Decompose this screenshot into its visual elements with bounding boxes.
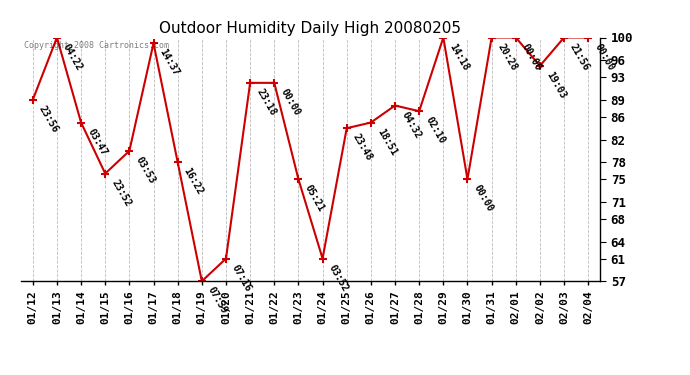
Text: 18:51: 18:51 bbox=[375, 127, 398, 157]
Text: 00:00: 00:00 bbox=[593, 42, 615, 72]
Text: 14:18: 14:18 bbox=[448, 42, 471, 72]
Text: 23:56: 23:56 bbox=[37, 104, 60, 135]
Text: 00:00: 00:00 bbox=[520, 42, 543, 72]
Text: 14:37: 14:37 bbox=[158, 47, 181, 78]
Text: 07:16: 07:16 bbox=[230, 263, 253, 293]
Text: 03:53: 03:53 bbox=[134, 155, 157, 186]
Text: 20:28: 20:28 bbox=[496, 42, 519, 72]
Text: 23:48: 23:48 bbox=[351, 132, 374, 163]
Text: 16:22: 16:22 bbox=[182, 166, 205, 197]
Text: 02:10: 02:10 bbox=[424, 116, 446, 146]
Text: 19:03: 19:03 bbox=[544, 70, 567, 100]
Text: 21:56: 21:56 bbox=[569, 42, 591, 72]
Text: 23:18: 23:18 bbox=[255, 87, 277, 117]
Text: 03:52: 03:52 bbox=[327, 263, 350, 293]
Text: 04:22: 04:22 bbox=[61, 42, 84, 72]
Text: 07:39: 07:39 bbox=[206, 285, 229, 316]
Title: Outdoor Humidity Daily High 20080205: Outdoor Humidity Daily High 20080205 bbox=[159, 21, 462, 36]
Text: 03:47: 03:47 bbox=[86, 127, 108, 157]
Text: 23:52: 23:52 bbox=[110, 178, 132, 208]
Text: Copyright 2008 Cartronics.com: Copyright 2008 Cartronics.com bbox=[23, 41, 168, 50]
Text: 00:00: 00:00 bbox=[472, 183, 495, 214]
Text: 04:32: 04:32 bbox=[400, 110, 422, 140]
Text: 05:21: 05:21 bbox=[303, 183, 326, 214]
Text: 00:00: 00:00 bbox=[279, 87, 302, 117]
